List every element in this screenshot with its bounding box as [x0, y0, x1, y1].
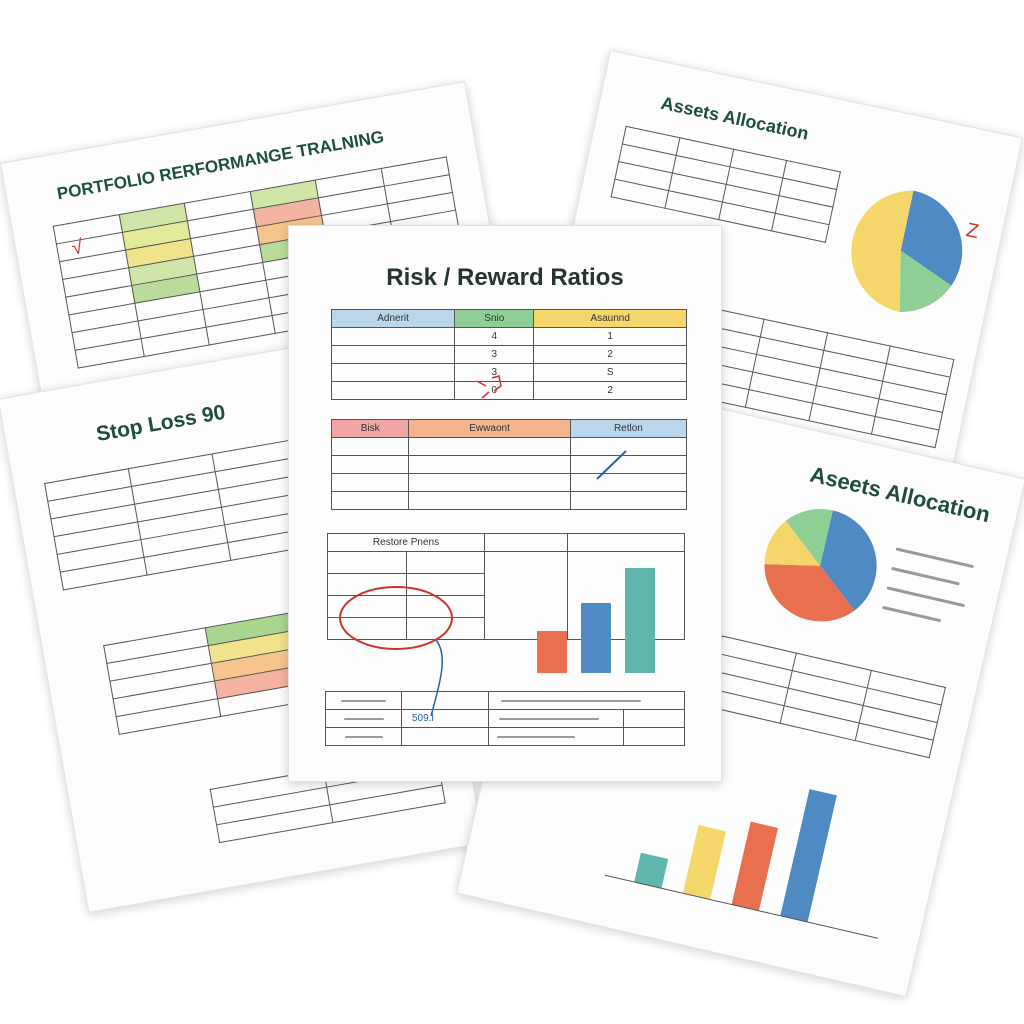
cell: 3	[454, 363, 535, 382]
bar	[625, 568, 655, 673]
sheet-title: Stop Loss 90	[94, 400, 228, 447]
cell	[330, 327, 456, 346]
pie-slice-blue	[820, 510, 877, 611]
bar	[581, 603, 611, 673]
assets-allocation-sheet-bottom: Aseets Allocation	[456, 374, 1024, 998]
risk-reward-sheet: Risk / Reward Ratios Adnerit Snio Asaunn…	[288, 225, 722, 782]
bar-blue	[780, 789, 837, 923]
cell: S	[533, 363, 687, 382]
cell: 2	[533, 345, 687, 364]
pie-slice-green	[785, 509, 833, 566]
pie-slice-green	[899, 250, 952, 313]
bar-chart	[604, 789, 878, 939]
handwritten-note: 509.l	[401, 709, 489, 728]
pie-slice-orange	[764, 564, 855, 622]
sheet-title: Risk / Reward Ratios	[386, 264, 624, 291]
pie-chart	[851, 190, 963, 313]
cell: 3	[454, 345, 535, 364]
column-header: Bisk	[330, 419, 410, 438]
pie-slice-yellow	[851, 190, 914, 313]
legend-line	[895, 547, 975, 569]
column-header: Retlon	[569, 419, 688, 438]
cell: 2	[533, 381, 687, 400]
bar-orange	[731, 821, 779, 911]
table-header: Restore Pnens	[327, 533, 485, 552]
bar-chart	[537, 568, 655, 673]
legend-line	[881, 605, 942, 623]
column-header: Adnerit	[330, 309, 456, 328]
assets-bottom-table	[705, 635, 946, 758]
bar	[537, 631, 567, 673]
legend-line	[890, 566, 960, 586]
pie-slice-blue	[900, 190, 963, 286]
column-header: Snio	[454, 309, 535, 328]
bar-yellow	[682, 825, 726, 900]
notes-table: 509.l	[325, 691, 685, 746]
bar-teal	[634, 852, 669, 889]
legend-line	[886, 586, 966, 608]
pie-slice-yellow	[764, 520, 821, 566]
risk-table: Bisk Ewwaont Retlon	[330, 419, 688, 510]
cell: 0	[454, 381, 535, 400]
cell	[330, 345, 456, 364]
pie-chart	[764, 509, 877, 622]
assets-allocation-sheet-top: Assets Allocation Z	[539, 49, 1023, 473]
cell	[330, 363, 456, 382]
cell	[330, 381, 456, 400]
cell: 4	[454, 327, 535, 346]
column-header: Ewwaont	[408, 419, 571, 438]
cell: 1	[533, 327, 687, 346]
column-header: Asaunnd	[533, 309, 687, 328]
